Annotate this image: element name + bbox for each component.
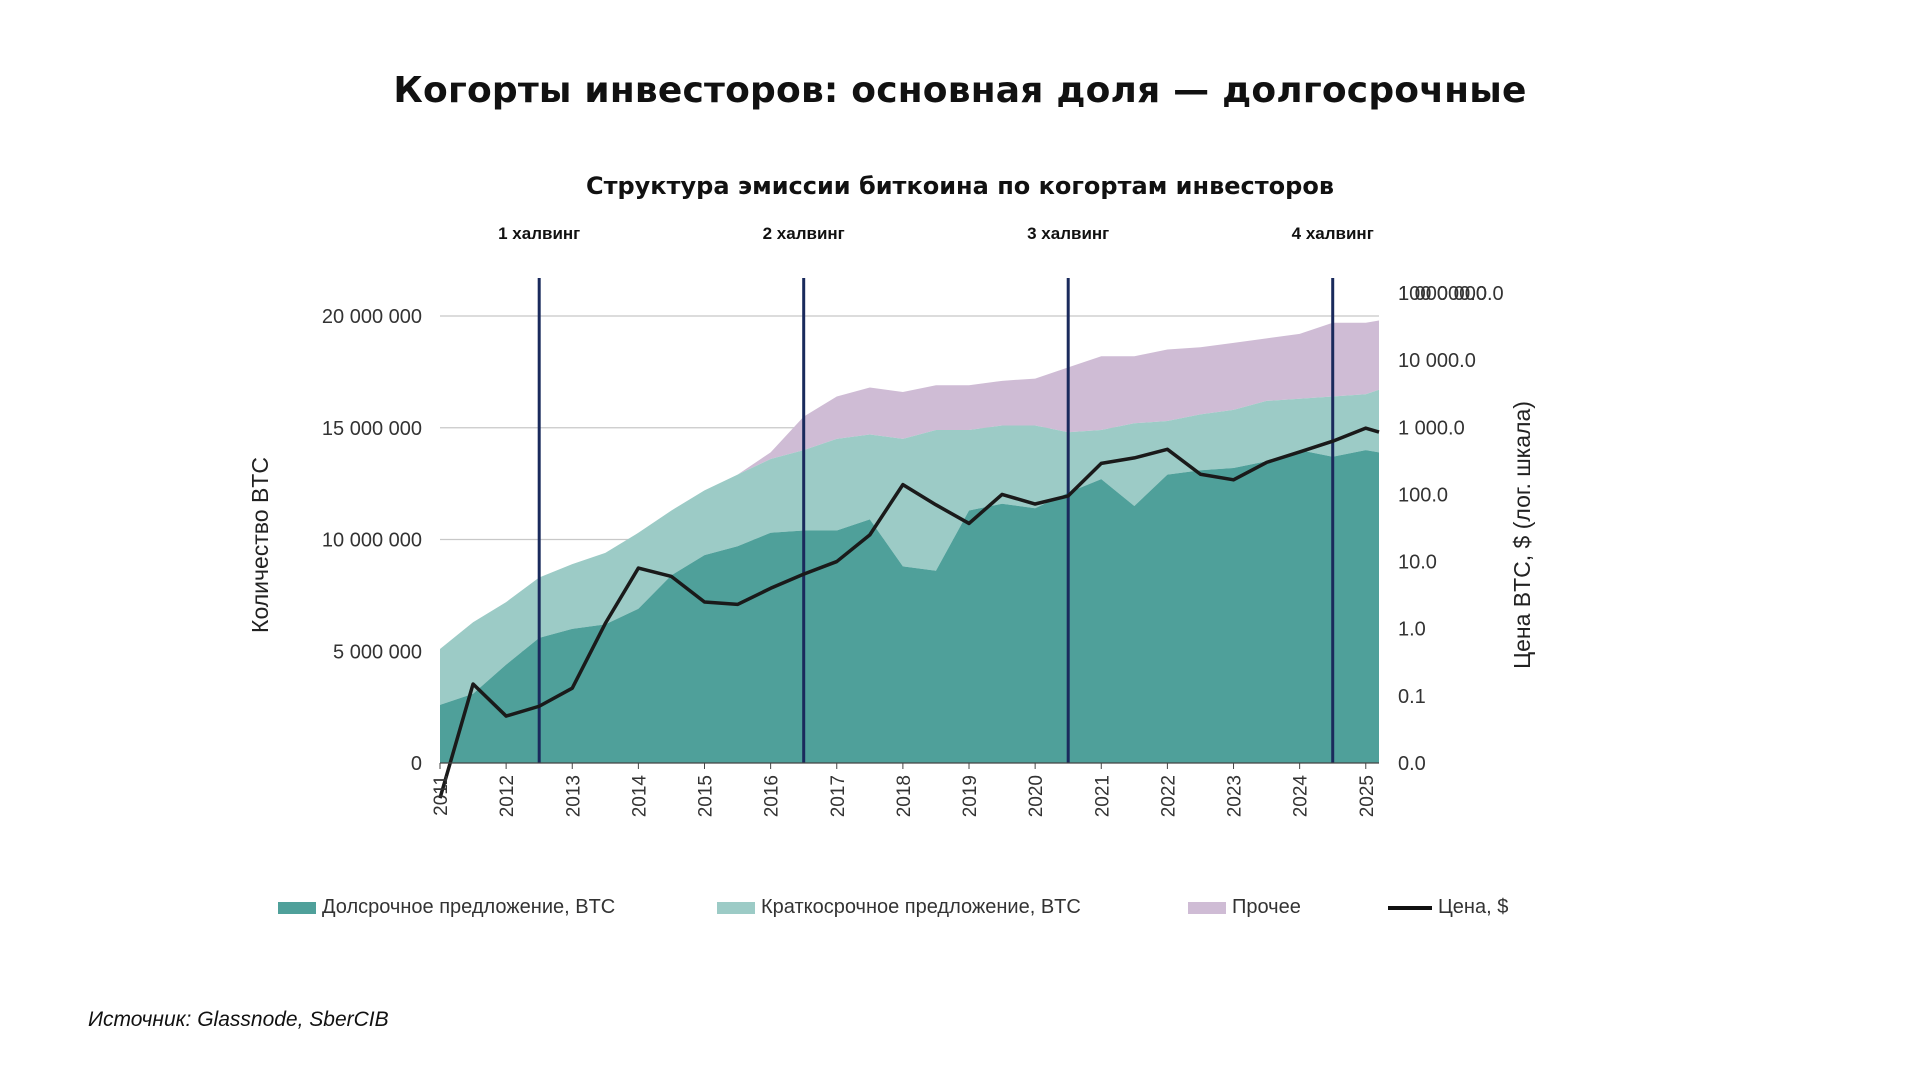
y2-tick-label: 1 000 000.0 xyxy=(1398,283,1504,305)
y-tick-label: 0 xyxy=(411,753,422,775)
y-axis-title: Количество BTC xyxy=(247,457,273,633)
y2-tick-label: 10.0 xyxy=(1398,552,1437,574)
x-tick-label: 2020 xyxy=(1026,775,1047,817)
x-tick-label: 2023 xyxy=(1225,775,1246,817)
y-tick-label: 10 000 000 xyxy=(322,530,422,552)
x-tick-label: 2019 xyxy=(960,775,981,817)
legend-swatch-short-term xyxy=(717,901,755,914)
y2-tick-label: 10 000.0 xyxy=(1398,350,1476,372)
y2-tick-label: 100 000.0 xyxy=(1398,283,1487,305)
x-tick-label: 2015 xyxy=(696,775,717,817)
x-tick-label: 2012 xyxy=(497,775,518,817)
legend-item-short-term: Краткосрочное предложение, BTC xyxy=(717,896,1081,919)
y2-tick-label: 0.0 xyxy=(1398,753,1426,775)
x-tick-label: 2016 xyxy=(762,775,783,817)
legend-item-price: Цена, $ xyxy=(1388,896,1508,919)
y-tick-label: 15 000 000 xyxy=(322,418,422,440)
halving-label: 3 халвинг xyxy=(1027,224,1109,243)
x-tick-label: 2022 xyxy=(1158,775,1179,817)
y2-tick-label: 1 000.0 xyxy=(1398,417,1465,439)
y2-axis-title: Цена BTC, $ (лог. шкала) xyxy=(1509,401,1535,669)
price-line xyxy=(438,426,1380,799)
x-tick-label: 2025 xyxy=(1357,775,1378,817)
y-tick-label: 5 000 000 xyxy=(333,641,422,663)
area-other xyxy=(440,320,1379,650)
legend-swatch-other xyxy=(1188,901,1226,914)
legend-label-other: Прочее xyxy=(1232,896,1301,918)
legend-item-long-term: Долсрочное предложение, BTC xyxy=(278,896,615,919)
x-tick-label: 2014 xyxy=(629,775,650,818)
y2-tick-label: 0.1 xyxy=(1398,686,1426,708)
legend: Долсрочное предложение, BTC Краткосрочно… xyxy=(0,896,1920,926)
legend-swatch-price xyxy=(1388,905,1432,910)
x-tick-label: 2017 xyxy=(828,775,849,817)
halving-label: 4 халвинг xyxy=(1292,224,1374,243)
legend-label-short-term: Краткосрочное предложение, BTC xyxy=(761,896,1081,918)
area-long-term xyxy=(440,450,1379,763)
y2-tick-label: 100.0 xyxy=(1398,484,1448,506)
legend-swatch-long-term xyxy=(278,901,316,914)
y-tick-label: 20 000 000 xyxy=(322,306,422,328)
legend-label-long-term: Долсрочное предложение, BTC xyxy=(322,896,616,918)
chart-title: Структура эмиссии биткоина по когортам и… xyxy=(585,172,1335,200)
area-short-term xyxy=(440,389,1379,705)
x-tick-label: 2021 xyxy=(1092,775,1113,817)
legend-item-other: Прочее xyxy=(1188,896,1301,919)
btc-supply-chart: 0 5 000 000 10 000 000 15 000 000 20 000 000… xyxy=(247,224,1535,818)
x-tick-label: 2018 xyxy=(894,775,915,817)
page-title: Когорты инвесторов: основная доля — долг… xyxy=(393,70,1527,111)
y2-tick-label: 1.0 xyxy=(1398,619,1426,641)
halving-label: 1 халвинг xyxy=(498,224,580,243)
x-tick-label: 2011 xyxy=(431,775,452,816)
halving-label: 2 халвинг xyxy=(763,224,845,243)
x-tick-label: 2013 xyxy=(563,775,584,817)
source-note: Источник: Glassnode, SberCIB xyxy=(88,1008,389,1031)
legend-label-price: Цена, $ xyxy=(1438,896,1509,918)
x-tick-label: 2024 xyxy=(1291,775,1312,818)
